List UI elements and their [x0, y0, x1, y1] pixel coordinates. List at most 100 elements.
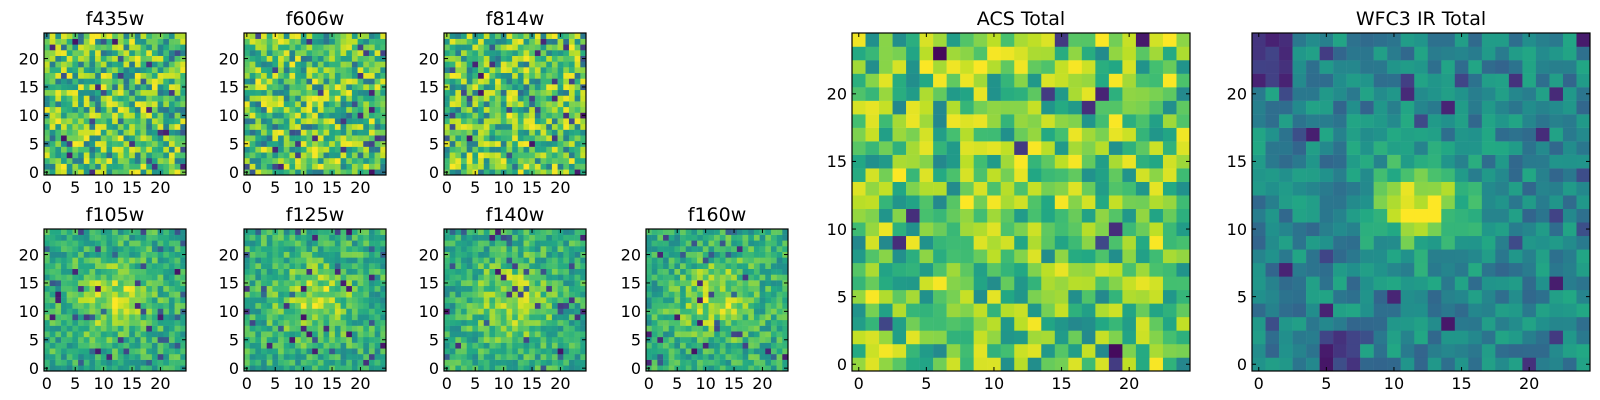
heatmap-cell	[168, 251, 175, 258]
heatmap-cell	[66, 268, 73, 275]
heatmap-cell	[312, 118, 319, 125]
x-tick-label: 10	[293, 178, 313, 197]
heatmap-cell	[249, 229, 256, 235]
heatmap-cell	[546, 78, 553, 85]
heatmap-cell	[351, 169, 358, 176]
heatmap-cell	[691, 325, 698, 332]
heatmap-cell	[534, 291, 541, 298]
heatmap-cell	[546, 101, 553, 108]
heatmap-cell	[946, 289, 961, 304]
heatmap-cell	[49, 123, 56, 130]
heatmap-cell	[374, 33, 381, 39]
heatmap-cell	[78, 123, 85, 130]
heatmap-cell	[444, 67, 450, 74]
y-tick-label: 15	[419, 274, 439, 293]
heatmap-cell	[551, 55, 558, 62]
heatmap-cell	[534, 38, 541, 45]
heatmap-cell	[323, 246, 330, 252]
heatmap-cell	[568, 251, 575, 258]
heatmap-cell	[495, 342, 502, 349]
heatmap-cell	[483, 129, 490, 136]
heatmap-cell	[651, 229, 658, 235]
heatmap-cell	[551, 129, 558, 136]
heatmap-cell	[317, 140, 324, 147]
heatmap-cell	[295, 291, 302, 298]
heatmap-cell	[180, 38, 187, 45]
heatmap-cell	[174, 268, 181, 275]
heatmap-cell	[151, 302, 158, 309]
heatmap-cell	[351, 257, 358, 264]
heatmap-cell	[1149, 208, 1164, 223]
heatmap-cell	[168, 67, 175, 74]
heatmap-cell	[123, 246, 130, 252]
heatmap-cell	[546, 157, 553, 164]
heatmap-cell	[374, 89, 381, 96]
heatmap-cell	[512, 67, 519, 74]
heatmap-cell	[117, 319, 124, 326]
heatmap-cell	[300, 140, 307, 147]
heatmap-cell	[933, 303, 947, 318]
heatmap-cell	[557, 78, 564, 85]
heatmap-cell	[163, 101, 170, 108]
heatmap-cell	[668, 229, 675, 235]
heatmap-cell	[95, 297, 102, 304]
heatmap-cell	[368, 302, 375, 309]
heatmap-cell	[506, 38, 513, 45]
heatmap-cell	[461, 61, 467, 68]
heatmap-cell	[95, 89, 102, 96]
heatmap-cell	[334, 163, 341, 170]
heatmap-cell	[946, 357, 961, 372]
heatmap-cell	[568, 146, 575, 153]
heatmap-cell	[61, 38, 67, 45]
heatmap-cell	[563, 359, 570, 366]
heatmap-cell	[306, 348, 313, 355]
heatmap-cell	[742, 365, 749, 372]
heatmap-cell	[329, 234, 336, 241]
heatmap-cell	[244, 331, 250, 338]
heatmap-cell	[323, 319, 330, 326]
heatmap-cell	[906, 249, 920, 264]
x-tick-label: 20	[550, 374, 570, 393]
heatmap-cell	[776, 314, 783, 321]
heatmap-cell	[78, 95, 85, 102]
heatmap-cell	[680, 263, 687, 270]
heatmap-cell	[72, 325, 79, 332]
heatmap-cell	[278, 365, 285, 372]
heatmap-cell	[782, 268, 789, 275]
heatmap-cell	[540, 95, 547, 102]
heatmap-cell	[106, 342, 113, 349]
heatmap-cell	[323, 152, 330, 159]
heatmap-cell	[83, 55, 90, 62]
heatmap-cell	[83, 146, 90, 153]
heatmap-cell	[478, 280, 485, 287]
heatmap-cell	[363, 78, 370, 85]
heatmap-cell	[782, 240, 789, 247]
heatmap-cell	[466, 263, 473, 270]
heatmap-cell	[340, 251, 347, 258]
heatmap-cell	[529, 240, 536, 247]
y-tick-label: 0	[429, 163, 439, 182]
heatmap-cell	[112, 314, 119, 321]
heatmap-cell	[295, 251, 302, 258]
heatmap-cell	[534, 319, 541, 326]
heatmap-cell	[489, 84, 496, 91]
heatmap-cell	[1135, 357, 1150, 372]
heatmap-cell	[89, 163, 96, 170]
heatmap-cell	[346, 89, 353, 96]
heatmap-cell	[278, 106, 285, 113]
heatmap-cell	[180, 353, 187, 360]
heatmap-cell	[272, 359, 279, 366]
heatmap-cell	[100, 297, 107, 304]
heatmap-cell	[306, 314, 313, 321]
heatmap-cell	[146, 342, 153, 349]
heatmap-cell	[95, 146, 102, 153]
heatmap-cell	[357, 78, 364, 85]
heatmap-cell	[776, 274, 783, 281]
heatmap-cell	[680, 336, 687, 343]
heatmap-cell	[312, 169, 319, 176]
heatmap-cell	[363, 342, 370, 349]
heatmap-cell	[1027, 181, 1042, 196]
heatmap-cell	[255, 95, 262, 102]
heatmap-cell	[255, 348, 262, 355]
